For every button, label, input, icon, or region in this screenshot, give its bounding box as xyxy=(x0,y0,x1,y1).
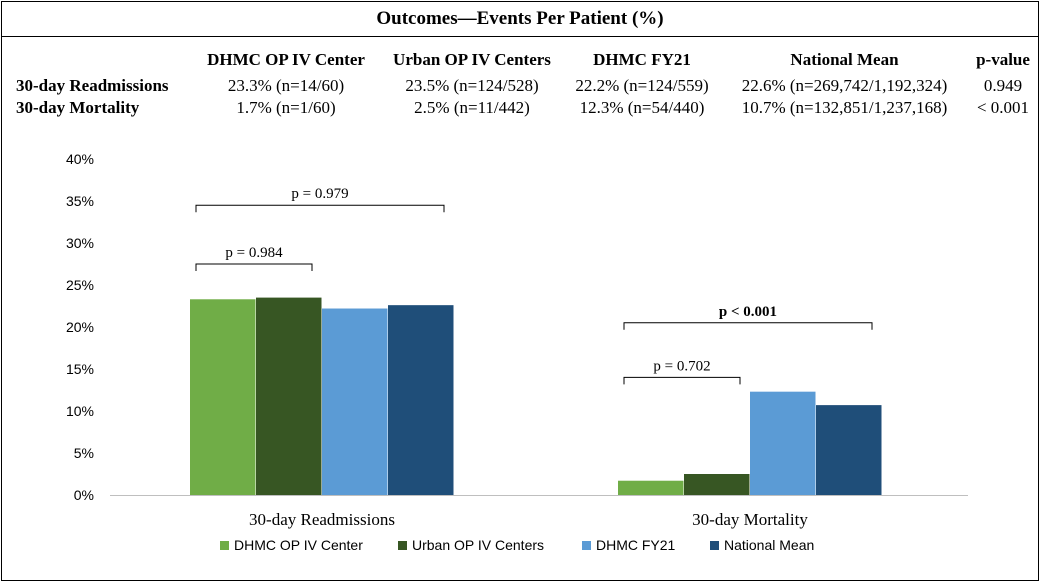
y-tick-label-30: 30% xyxy=(66,235,94,251)
legend-label-national-mean: National Mean xyxy=(724,537,814,553)
cell-readmissions-fy21: 22.2% (n=124/559) xyxy=(575,76,709,95)
cell-mortality-national: 10.7% (n=132,851/1,237,168) xyxy=(741,98,948,117)
legend-swatch-dhmc-fy21 xyxy=(582,541,591,550)
cell-mortality-fy21: 12.3% (n=54/440) xyxy=(579,98,705,117)
col-header-national-mean: National Mean xyxy=(790,50,899,69)
significance-label-3: p = 0.702 xyxy=(653,358,710,374)
significance-bracket-2 xyxy=(195,204,445,213)
bar-30-day-readmissions-dhmc-fy21 xyxy=(322,308,388,495)
bar-30-day-mortality-dhmc-op-iv-center xyxy=(618,480,684,495)
row-label-mortality: 30-day Mortality xyxy=(16,98,140,117)
legend-swatch-national-mean xyxy=(710,541,719,550)
bar-30-day-readmissions-urban-op-iv-centers xyxy=(256,297,322,495)
bar-30-day-mortality-urban-op-iv-centers xyxy=(684,474,750,495)
significance-bracket-1 xyxy=(195,263,313,271)
y-tick-label-20: 20% xyxy=(66,319,94,335)
cell-mortality-pvalue: < 0.001 xyxy=(976,98,1030,117)
bar-30-day-mortality-national-mean xyxy=(816,405,882,495)
x-category-label-30-day-readmissions: 30-day Readmissions xyxy=(249,510,395,529)
legend-label-dhmc-fy21: DHMC FY21 xyxy=(596,537,676,553)
y-tick-label-5: 5% xyxy=(74,445,94,461)
legend-swatch-urban-op-iv-centers xyxy=(398,541,407,550)
legend-swatch-dhmc-op-iv-center xyxy=(220,541,229,550)
col-header-p-value: p-value xyxy=(976,50,1030,69)
cell-readmissions-national: 22.6% (n=269,742/1,192,324) xyxy=(741,76,948,95)
y-tick-label-15: 15% xyxy=(66,361,94,377)
significance-bracket-4 xyxy=(623,322,873,330)
row-label-readmissions: 30-day Readmissions xyxy=(16,76,169,95)
significance-label-4: p < 0.001 xyxy=(719,304,777,320)
significance-label-2: p = 0.979 xyxy=(291,186,348,202)
bar-30-day-readmissions-dhmc-op-iv-center xyxy=(190,299,256,495)
legend-label-urban-op-iv-centers: Urban OP IV Centers xyxy=(412,537,544,553)
significance-label-1: p = 0.984 xyxy=(225,245,283,261)
cell-readmissions-urban: 23.5% (n=124/528) xyxy=(405,76,539,95)
legend-label-dhmc-op-iv-center: DHMC OP IV Center xyxy=(234,537,363,553)
y-tick-label-10: 10% xyxy=(66,403,94,419)
y-tick-label-25: 25% xyxy=(66,277,94,293)
significance-bracket-3 xyxy=(623,376,741,385)
x-category-label-30-day-mortality: 30-day Mortality xyxy=(692,510,808,529)
y-tick-label-35: 35% xyxy=(66,193,94,209)
col-header-dhmc-fy21: DHMC FY21 xyxy=(593,50,691,69)
bar-30-day-mortality-dhmc-fy21 xyxy=(750,391,816,495)
cell-mortality-dhmc-op: 1.7% (n=1/60) xyxy=(236,98,336,117)
figure-title: Outcomes—Events Per Patient (%) xyxy=(2,2,1038,37)
cell-mortality-urban: 2.5% (n=11/442) xyxy=(414,98,530,117)
col-header-urban-op-iv-centers: Urban OP IV Centers xyxy=(393,50,551,69)
y-tick-label-40: 40% xyxy=(66,151,94,167)
y-tick-label-0: 0% xyxy=(74,487,94,503)
cell-readmissions-pvalue: 0.949 xyxy=(983,76,1023,95)
bar-30-day-readmissions-national-mean xyxy=(388,305,454,495)
col-header-dhmc-op-iv-center: DHMC OP IV Center xyxy=(207,50,365,69)
cell-readmissions-dhmc-op: 23.3% (n=14/60) xyxy=(227,76,345,95)
